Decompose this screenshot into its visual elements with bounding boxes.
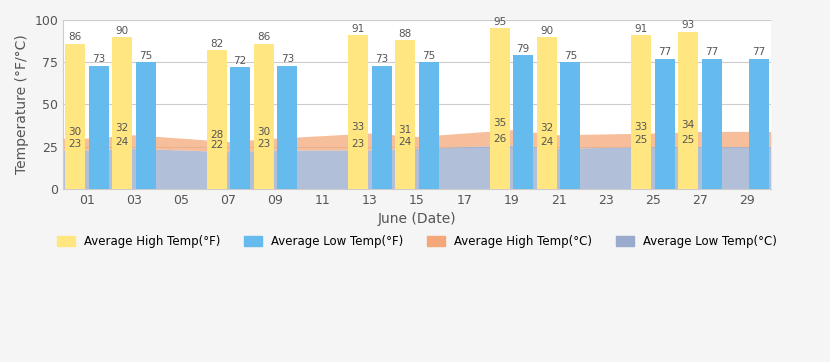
Text: 77: 77 <box>706 47 719 58</box>
Bar <box>490 29 510 189</box>
Text: 24: 24 <box>115 137 129 147</box>
Bar <box>419 62 439 189</box>
Text: 31: 31 <box>398 125 412 135</box>
Text: 30: 30 <box>69 127 81 137</box>
Bar <box>678 32 698 189</box>
Text: 79: 79 <box>516 44 530 54</box>
Bar <box>655 59 675 189</box>
Text: 33: 33 <box>634 122 647 132</box>
Text: 77: 77 <box>658 47 671 58</box>
Text: 32: 32 <box>115 123 129 134</box>
Text: 86: 86 <box>68 32 81 42</box>
Bar <box>631 35 651 189</box>
Text: 28: 28 <box>210 130 223 140</box>
Text: 24: 24 <box>540 137 554 147</box>
Bar <box>112 37 132 189</box>
Text: 33: 33 <box>351 122 364 132</box>
Text: 73: 73 <box>375 54 388 64</box>
Text: 32: 32 <box>540 123 554 134</box>
Bar <box>136 62 156 189</box>
Bar <box>65 44 85 189</box>
Bar <box>749 59 769 189</box>
Text: 34: 34 <box>681 120 695 130</box>
Bar <box>207 50 227 189</box>
Text: 91: 91 <box>351 24 364 34</box>
Text: 82: 82 <box>210 39 223 49</box>
Text: 72: 72 <box>233 56 247 66</box>
Bar <box>254 44 274 189</box>
Text: 90: 90 <box>540 26 554 35</box>
Text: 23: 23 <box>257 139 271 149</box>
Text: 75: 75 <box>422 51 436 61</box>
Text: 86: 86 <box>257 32 271 42</box>
Text: 75: 75 <box>564 51 577 61</box>
Text: 26: 26 <box>493 134 506 144</box>
Text: 23: 23 <box>68 139 81 149</box>
Text: 23: 23 <box>351 139 364 149</box>
Legend: Average High Temp(°F), Average Low Temp(°F), Average High Temp(°C), Average Low : Average High Temp(°F), Average Low Temp(… <box>51 229 783 254</box>
Y-axis label: Temperature (°F/°C): Temperature (°F/°C) <box>15 34 29 174</box>
Text: 35: 35 <box>493 118 506 129</box>
Bar <box>372 66 392 189</box>
Bar <box>513 55 533 189</box>
Bar <box>702 59 722 189</box>
Bar <box>277 66 297 189</box>
Text: 25: 25 <box>634 135 647 145</box>
X-axis label: June (Date): June (Date) <box>378 212 457 226</box>
Text: 22: 22 <box>210 140 223 150</box>
Text: 30: 30 <box>257 127 271 137</box>
Text: 25: 25 <box>681 135 695 145</box>
Bar <box>348 35 368 189</box>
Text: 75: 75 <box>139 51 153 61</box>
Bar <box>395 40 415 189</box>
Text: 77: 77 <box>752 47 765 58</box>
Text: 90: 90 <box>115 26 129 35</box>
Bar <box>560 62 580 189</box>
Text: 73: 73 <box>281 54 294 64</box>
Text: 73: 73 <box>92 54 105 64</box>
Bar <box>89 66 109 189</box>
Text: 93: 93 <box>681 21 695 30</box>
Bar <box>537 37 557 189</box>
Text: 91: 91 <box>634 24 647 34</box>
Bar <box>230 67 250 189</box>
Text: 24: 24 <box>398 137 412 147</box>
Text: 95: 95 <box>493 17 506 27</box>
Text: 88: 88 <box>398 29 412 39</box>
